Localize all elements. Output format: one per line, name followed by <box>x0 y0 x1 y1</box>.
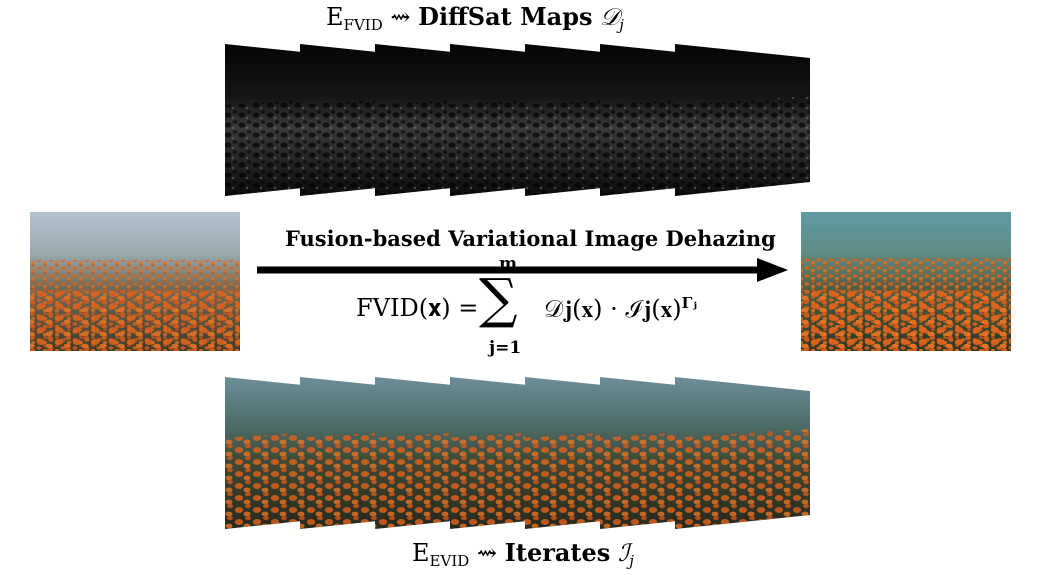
formula-rhs: 𝒟𝐣(𝐱) · ℐ𝐣(𝐱)Γⱼ <box>544 294 697 323</box>
output-dehazed-image <box>801 212 1011 351</box>
iterate-stack <box>225 377 810 529</box>
maps-symbol-sub: j <box>619 16 624 34</box>
iterate-image-texture-7 <box>675 429 810 529</box>
leads-to-arrow: ⇝ <box>476 539 498 567</box>
formula-lhs: FVID(𝐱) = <box>356 294 479 322</box>
diffsat-maps-title: DiffSat Maps <box>418 2 593 31</box>
diffsat-maps-label: EFVID ⇝ DiffSat Maps 𝒟j <box>326 2 624 34</box>
input-hazy-image <box>30 212 240 351</box>
iterates-title: Iterates <box>504 538 611 567</box>
energy-subscript: FVID <box>343 16 383 34</box>
process-title: Fusion-based Variational Image Dehazing <box>285 226 776 251</box>
sum-upper-limit: m <box>499 254 517 274</box>
sum-lower-limit: j=1 <box>489 338 522 358</box>
diffsat-map-stack <box>225 44 810 196</box>
energy-subscript: EVID <box>429 552 470 570</box>
maps-symbol: 𝒟 <box>600 3 620 31</box>
leads-to-arrow: ⇝ <box>390 3 411 31</box>
sum-symbol: ∑ <box>479 267 518 330</box>
iterates-symbol-sub: j <box>629 552 634 570</box>
formula-exponent: Γⱼ <box>681 294 697 312</box>
process-arrow <box>257 258 788 282</box>
iterates-symbol: ℐ <box>617 539 630 567</box>
formula-rhs-terms: 𝒟𝐣(𝐱) · ℐ𝐣(𝐱) <box>544 295 682 323</box>
iterates-label: EEVID ⇝ Iterates ℐj <box>412 538 634 570</box>
diffsat-map-texture-7 <box>675 96 810 196</box>
energy-symbol: E <box>326 3 344 31</box>
energy-symbol: E <box>412 539 430 567</box>
